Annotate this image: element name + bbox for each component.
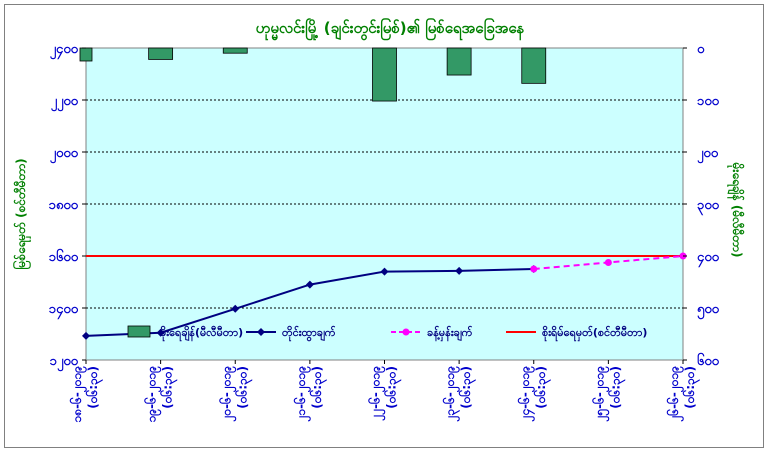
measured-point bbox=[156, 328, 165, 337]
measured-point bbox=[231, 304, 240, 313]
legend: မိုးရေချိန်(မီလီမီတာ) တိုင်းထွာချက် ခန့်မှ… bbox=[127, 325, 647, 342]
legend-swatch-rainfall bbox=[127, 325, 151, 338]
right-tick-label: ၄၀၀ bbox=[697, 250, 720, 268]
x-tick-label-time: (၀၆:၃၀) bbox=[308, 366, 328, 409]
right-tick-label: ၂၀၀ bbox=[697, 146, 719, 164]
right-tick-label: ၀ bbox=[697, 42, 705, 57]
left-tick-label: ၂၄၀၀ bbox=[50, 42, 79, 60]
x-tick-label-date: ၂၂-၆-၂၀၁၉ bbox=[367, 366, 387, 422]
x-tick-label-date: ၂၀-၆-၂၀၁၉ bbox=[217, 366, 237, 423]
left-tick-label: ၁၆၀၀ bbox=[49, 248, 79, 265]
right-axis-title: မိုးရေချိန် (မီလီမီတာ) bbox=[726, 162, 746, 258]
x-tick-label-time: (၀၆:၃၀) bbox=[681, 366, 701, 409]
rainfall-bar bbox=[148, 47, 174, 60]
x-tick-label-date: ၂၃-၆-၂၀၁၉ bbox=[441, 366, 461, 423]
x-tick-label-time: (၀၆:၃၀) bbox=[457, 366, 477, 409]
measured-point bbox=[455, 266, 464, 275]
legend-label: ခန့်မှန်းချက် bbox=[427, 325, 473, 342]
forecast-point bbox=[530, 265, 538, 273]
right-tick-label: ၁၀၀ bbox=[697, 94, 720, 109]
left-tick-label: ၁၂၀၀ bbox=[50, 354, 79, 372]
legend-label: စိုးရိမ်ရေမှတ်(စင်တီမီတာ) bbox=[542, 325, 647, 342]
x-axis-ticks: ၁၈-၆-၂၀၁၉ (၀၆:၃၀) ၁၉-၆-၂၀၁၉ (၀၆:၃၀) ၂၀-၆-၂၀၁… bbox=[68, 360, 701, 423]
rainfall-bar bbox=[79, 47, 93, 62]
x-tick-label-time: (၀၆:၃၀) bbox=[383, 366, 403, 409]
x-tick-label-time: (၀၆:၃၀) bbox=[159, 366, 179, 409]
chart-title: ဟုမ္မလင်းမြို့ (ချင်းတွင်းမြစ်)၏ မြစ်ရေအ… bbox=[256, 17, 525, 41]
measured-points bbox=[82, 265, 538, 340]
left-tick-label: ၂၂၀၀ bbox=[51, 94, 79, 112]
right-tick-label: ၅၀၀ bbox=[697, 302, 720, 320]
left-tick-label: ၂၀၀၀ bbox=[50, 146, 79, 164]
rainfall-bar bbox=[521, 47, 547, 84]
x-tick-label-date: ၂၅-၆-၂၀၁၉ bbox=[590, 366, 610, 423]
legend-marker-measured bbox=[257, 328, 265, 336]
rainfall-bar bbox=[446, 47, 472, 76]
x-tick-label-date: ၂၁-၆-၂၀၁၉ bbox=[292, 366, 312, 423]
rainfall-bar bbox=[222, 47, 248, 54]
measured-point bbox=[82, 331, 90, 340]
left-tick-label: ၁၄၀၀ bbox=[49, 302, 79, 320]
x-tick-label-date: ၁၉-၆-၂၀၁၉ bbox=[143, 366, 163, 423]
x-tick-label-time: (၀၆:၃၀) bbox=[84, 366, 104, 409]
legend-marker-forecast bbox=[402, 328, 410, 336]
x-tick-label-time: (၀၆:၃၀) bbox=[606, 366, 626, 409]
legend-label: တိုင်းထွာချက် bbox=[282, 325, 336, 342]
forecast-point bbox=[604, 259, 612, 266]
left-axis-title: မြစ်ရေမှတ် (စင်တီမီတာ) bbox=[11, 158, 32, 269]
measured-point bbox=[305, 280, 314, 289]
x-tick-label-date: ၂၄-၆-၂၀၁၉ bbox=[516, 366, 536, 423]
x-tick-label-time: (၀၆:၃၀) bbox=[233, 366, 253, 409]
x-tick-label-date: ၂၆-၆-၂၀၁၉ bbox=[665, 366, 685, 423]
rainfall-bars bbox=[79, 47, 547, 102]
right-tick-label: ၆၀၀ bbox=[697, 352, 720, 369]
legend-label: မိုးရေချိန်(မီလီမီတာ) bbox=[160, 325, 243, 342]
right-tick-label: ၃၀၀ bbox=[697, 198, 720, 216]
left-tick-label: ၁၈၀၀ bbox=[49, 198, 79, 213]
rainfall-bar bbox=[372, 47, 397, 102]
x-tick-label-time: (၀၆:၃၀) bbox=[532, 366, 552, 409]
x-tick-label-date: ၁၈-၆-၂၀၁၉ bbox=[68, 366, 88, 423]
measured-point bbox=[380, 267, 389, 276]
